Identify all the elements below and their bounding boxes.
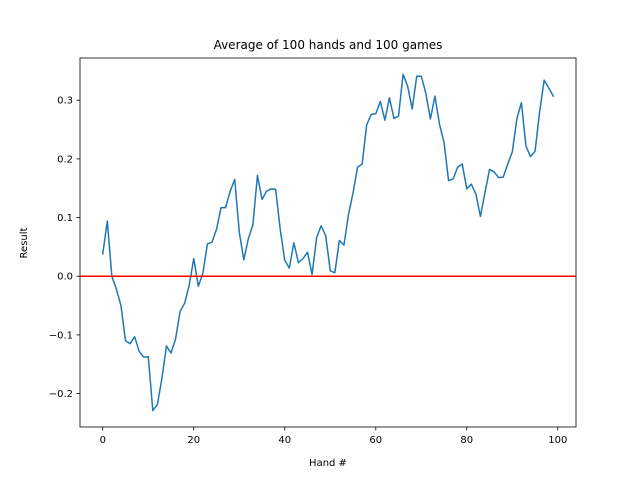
x-axis: 0 20 40 60 80 100 — [100, 427, 567, 446]
x-axis-label: Hand # — [309, 458, 347, 469]
x-tick-label: 20 — [187, 435, 200, 446]
y-tick-label: −0.1 — [49, 330, 73, 341]
y-axis-label: Result — [19, 227, 30, 258]
x-tick-label: 40 — [278, 435, 291, 446]
series-line-0 — [101, 73, 555, 412]
y-tick-label: −0.2 — [49, 389, 73, 400]
x-tick-label: 0 — [100, 435, 106, 446]
x-tick-label: 100 — [548, 435, 567, 446]
y-tick-label: 0.2 — [57, 154, 73, 165]
y-tick-label: 0.0 — [57, 272, 73, 283]
y-tick-label: 0.1 — [57, 213, 73, 224]
chart-title: Average of 100 hands and 100 games — [214, 38, 443, 52]
x-tick-label: 80 — [460, 435, 473, 446]
y-tick-label: 0.3 — [57, 96, 73, 107]
y-axis: −0.2 −0.1 0.0 0.1 0.2 0.3 — [49, 96, 80, 400]
x-tick-label: 60 — [369, 435, 382, 446]
plot-area — [80, 73, 576, 412]
axes-frame — [79, 57, 577, 428]
